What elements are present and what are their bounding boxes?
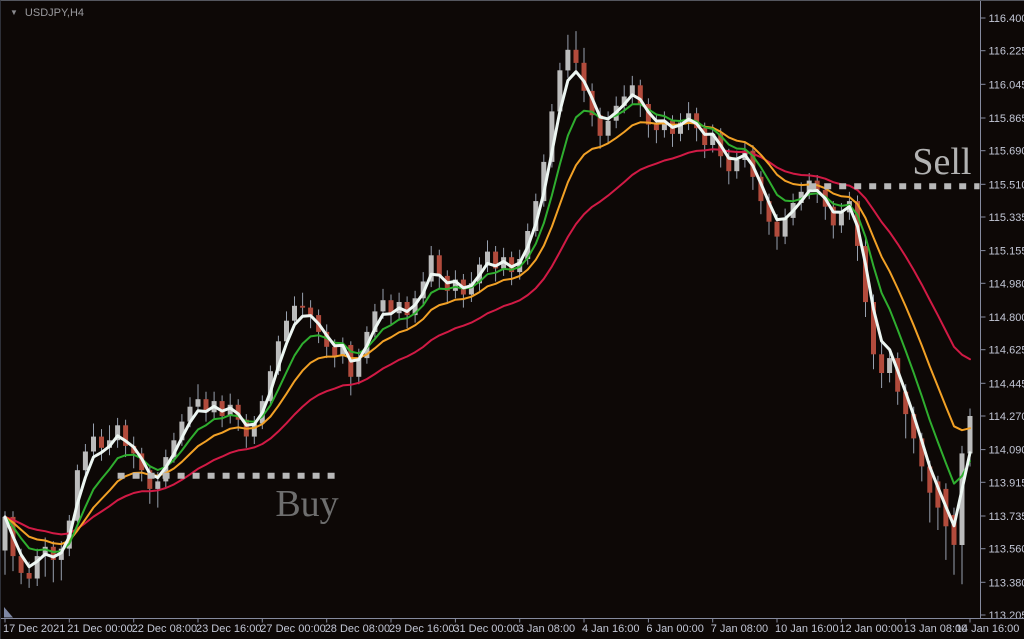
candle	[887, 348, 893, 383]
candle	[50, 541, 56, 583]
candle	[115, 417, 121, 448]
time-tick-label: 21 Dec 00:00	[67, 623, 132, 635]
price-axis[interactable]: 116.400 116.225 116.045 115.865 115.690 115.5…	[980, 1, 1024, 622]
candle	[702, 122, 708, 159]
candle	[951, 507, 957, 575]
candle	[171, 432, 177, 463]
time-tick-label: 7 Jan 08:00	[711, 623, 769, 635]
candle	[292, 296, 297, 327]
time-tick-label: 14 Jan 16:00	[956, 623, 1020, 635]
candle	[573, 31, 579, 75]
price-tick-label: 114.800	[989, 312, 1024, 324]
candle	[605, 111, 611, 144]
candle	[485, 240, 490, 273]
scroll-marker-icon	[4, 607, 13, 618]
price-tick-label: 114.980	[989, 278, 1024, 290]
time-tick-label: 29 Dec 16:00	[389, 623, 454, 635]
time-tick-label: 12 Jan 00:00	[839, 623, 903, 635]
price-tick-label: 113.915	[989, 477, 1024, 489]
price-tick-label: 115.690	[989, 146, 1024, 158]
candle	[74, 464, 80, 523]
time-tick-label: 17 Dec 2021	[3, 623, 65, 635]
price-tick-label: 115.335	[989, 212, 1024, 224]
candle	[678, 113, 683, 142]
price-tick-label: 115.510	[989, 179, 1024, 191]
buy-label: Buy	[275, 483, 338, 525]
candle	[927, 460, 933, 523]
candle	[838, 203, 844, 233]
time-tick-label: 6 Jan 00:00	[646, 623, 704, 635]
candle	[340, 337, 346, 364]
candle	[629, 75, 635, 104]
candle	[267, 365, 273, 405]
candle	[34, 548, 40, 586]
ma-line-white	[3, 70, 972, 569]
candle	[879, 343, 885, 388]
price-tick-label: 113.560	[989, 544, 1024, 556]
sell-label: Sell	[912, 141, 971, 183]
candle	[324, 324, 330, 359]
price-tick-label: 113.735	[989, 511, 1024, 523]
candle	[565, 34, 571, 78]
symbol-timeframe-label[interactable]: ▼ USDJPY,H4	[10, 7, 84, 19]
candle	[734, 150, 740, 179]
candle	[726, 148, 732, 185]
price-tick-label: 115.155	[989, 246, 1024, 258]
candle	[436, 249, 442, 289]
price-tick-label: 116.400	[989, 13, 1024, 25]
candle	[589, 83, 595, 127]
candle	[42, 537, 48, 577]
candle	[388, 294, 394, 325]
candle	[452, 270, 458, 299]
candle	[195, 384, 201, 413]
time-tick-label: 31 Dec 00:00	[453, 623, 518, 635]
time-tick-label: 13 Jan 08:00	[904, 623, 968, 635]
candle	[99, 429, 104, 461]
price-tick-label: 116.225	[989, 46, 1024, 58]
candle	[798, 182, 804, 211]
candle	[356, 348, 362, 385]
candle	[2, 511, 8, 575]
price-tick-label: 114.270	[989, 411, 1024, 423]
candle	[533, 193, 539, 237]
ma-line-red	[4, 148, 971, 536]
candle	[493, 246, 499, 282]
candle	[428, 246, 434, 288]
candle	[830, 201, 836, 239]
time-tick-label: 4 Jan 16:00	[582, 623, 640, 635]
candle	[203, 391, 209, 422]
time-tick-label: 23 Dec 16:00	[196, 623, 261, 635]
time-tick-label: 10 Jan 16:00	[775, 623, 839, 635]
price-tick-label: 114.445	[989, 378, 1024, 390]
time-tick-label: 3 Jan 08:00	[518, 623, 576, 635]
candle	[581, 47, 587, 103]
time-tick-label: 27 Dec 00:00	[260, 623, 325, 635]
candle	[782, 208, 788, 245]
candle	[300, 292, 306, 317]
time-tick-label: 22 Dec 08:00	[132, 623, 197, 635]
candle	[621, 85, 627, 114]
price-tick-label: 114.090	[989, 445, 1024, 457]
candle	[758, 171, 764, 215]
candle	[91, 423, 96, 459]
time-tick-label: 28 Dec 08:00	[325, 623, 390, 635]
candle	[863, 238, 868, 317]
candle	[123, 419, 129, 458]
candle	[645, 98, 651, 138]
symbol-timeframe-text: USDJPY,H4	[24, 7, 85, 19]
candle	[82, 444, 88, 476]
price-tick-label: 115.865	[989, 113, 1024, 125]
price-tick-label: 114.625	[989, 345, 1024, 357]
dropdown-arrow-icon[interactable]: ▼	[10, 8, 18, 17]
price-tick-label: 116.045	[989, 79, 1024, 91]
price-tick-label: 113.205	[989, 610, 1024, 622]
price-tick-label: 113.380	[989, 577, 1024, 589]
candle	[959, 445, 965, 585]
